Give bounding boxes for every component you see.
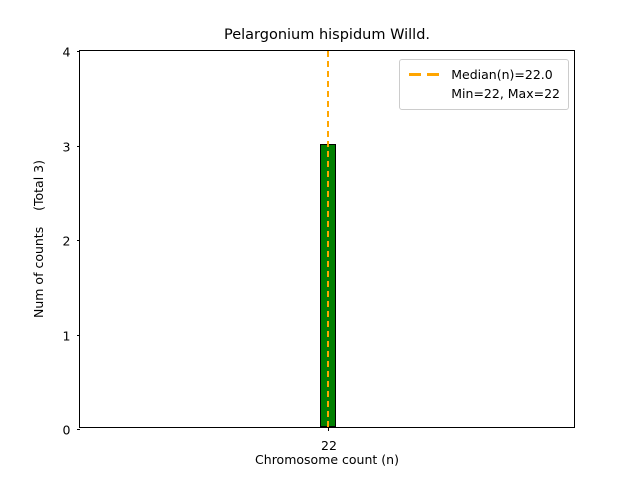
legend-row-minmax: Min=22, Max=22 (408, 84, 560, 103)
blank-sample-icon (408, 88, 442, 100)
x-axis-label: Chromosome count (n) (255, 452, 399, 467)
xtick-mark-22: 22 (321, 427, 337, 453)
ytick-label-1: 1 (62, 328, 71, 343)
legend: Median(n)=22.0 Min=22, Max=22 (399, 59, 569, 110)
legend-label-minmax: Min=22, Max=22 (451, 86, 560, 101)
ytick-mark-0: 0 (63, 423, 80, 438)
ytick-label-2: 2 (62, 233, 71, 249)
legend-label-median: Median(n)=22.0 (451, 67, 553, 82)
ytick-label-0: 0 (62, 422, 71, 438)
ytick-mark-3: 3 (63, 139, 80, 154)
ytick-mark-1: 1 (63, 328, 80, 343)
ytick-mark-2: 2 (63, 234, 80, 249)
legend-row-median: Median(n)=22.0 (408, 65, 560, 84)
ytick-label-4: 4 (62, 44, 71, 60)
ytick-mark-4: 4 (63, 45, 80, 60)
xtick-label-22: 22 (321, 437, 337, 453)
ytick-label-3: 3 (62, 139, 71, 154)
median-line (327, 51, 329, 427)
plot-area: 0 1 2 3 4 22 Median(n)=22.0 (63, 45, 575, 453)
chart-title: Pelargonium hispidum Willd. (223, 27, 431, 43)
dashed-line-icon (408, 69, 442, 81)
y-axis-label: Num of counts (Total 3) (31, 160, 46, 318)
